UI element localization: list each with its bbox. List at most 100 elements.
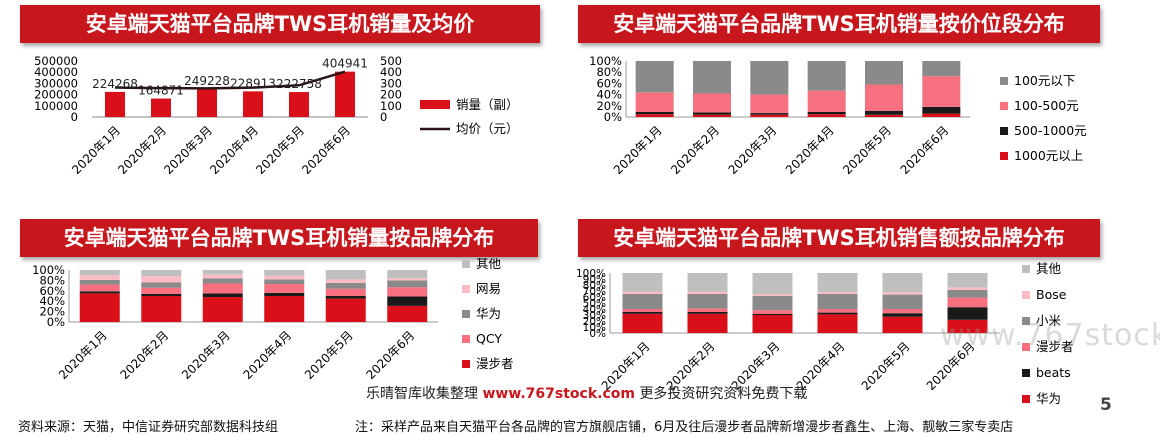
y-tick-label: 20% xyxy=(39,305,65,319)
x-tick-label: 2020年2月 xyxy=(117,328,171,382)
stack-segment xyxy=(693,93,731,113)
data-label: 164871 xyxy=(138,84,184,98)
legend-swatch xyxy=(1000,127,1008,135)
legend-label: 1000元以上 xyxy=(1014,148,1083,163)
stack-segment xyxy=(693,61,731,94)
watermark-bar: 乐晴智库收集整理 www.767stock.com 更多投资研究资料免费下载 xyxy=(366,383,807,403)
x-tick-label: 2020年2月 xyxy=(115,123,169,177)
legend-swatch xyxy=(1022,369,1030,377)
stack-segment xyxy=(922,61,961,77)
y-left-tick-label: 200000 xyxy=(34,88,78,102)
y-tick-label: 10% xyxy=(583,322,606,334)
stack-segment xyxy=(141,276,182,283)
watermark-url[interactable]: www.767stock.com xyxy=(482,386,635,402)
footer-source: 资料来源：天猫，中信证券研究部数据科技组 xyxy=(18,420,279,435)
stack-segment xyxy=(882,316,923,333)
y-right-tick-label: 300 xyxy=(380,76,402,90)
stack-segment xyxy=(947,289,988,298)
x-tick-label: 2020年5月 xyxy=(859,339,913,393)
legend-label: 华为 xyxy=(476,306,501,321)
stack-segment xyxy=(817,309,858,313)
stack-segment xyxy=(922,106,961,114)
bar xyxy=(151,98,171,117)
x-tick-label: 2020年5月 xyxy=(253,123,307,177)
stack-segment xyxy=(264,270,305,276)
x-tick-label: 2020年3月 xyxy=(161,123,215,177)
x-tick-label: 2020年1月 xyxy=(56,328,110,382)
chart3-brand-volume: 0%20%40%60%80%100%2020年1月 2020年2月 2020年3月 2… xyxy=(32,258,513,382)
stack-segment xyxy=(947,297,988,308)
stack-segment xyxy=(687,313,728,333)
stack-segment xyxy=(922,76,961,107)
stack-segment xyxy=(635,111,674,115)
stack-segment xyxy=(693,114,731,117)
bar xyxy=(197,89,217,117)
stack-segment xyxy=(687,312,728,314)
stack-segment xyxy=(752,295,793,311)
stack-segment xyxy=(202,297,243,322)
stack-segment xyxy=(882,294,923,309)
stack-segment xyxy=(817,314,858,333)
y-tick-label: 80% xyxy=(596,65,622,79)
stack-segment xyxy=(752,310,793,314)
bar xyxy=(335,71,355,117)
x-tick-label: 2020年6月 xyxy=(898,123,952,177)
legend-label: 华为 xyxy=(1036,391,1061,406)
stack-segment xyxy=(693,112,731,115)
bar xyxy=(243,91,263,117)
stack-segment xyxy=(750,113,789,115)
stack-segment xyxy=(752,294,793,296)
y-tick-label: 20% xyxy=(596,99,622,113)
y-tick-label: 70% xyxy=(583,286,606,298)
y-right-tick-label: 400 xyxy=(380,65,402,79)
stack-segment xyxy=(202,270,243,275)
legend-label: 其他 xyxy=(476,258,502,271)
legend-swatch xyxy=(1000,77,1008,85)
stack-segment xyxy=(202,274,243,279)
stack-segment xyxy=(807,90,846,112)
stack-segment xyxy=(622,294,663,309)
y-tick-label: 100% xyxy=(32,263,65,277)
x-tick-label: 2020年4月 xyxy=(240,328,294,382)
stack-segment xyxy=(387,278,428,281)
x-tick-label: 2020年2月 xyxy=(668,123,722,177)
stack-segment xyxy=(687,294,728,309)
stack-segment xyxy=(750,114,789,117)
stack-segment xyxy=(882,309,923,314)
chart4-brand-revenue: 0%10%20%30%40%50%60%70%80%90%100%2020年1月… xyxy=(576,261,1074,406)
stack-segment xyxy=(264,292,305,296)
watermark-prefix: 乐晴智库收集整理 xyxy=(366,386,478,402)
y-left-tick-label: 400000 xyxy=(34,65,78,79)
stack-segment xyxy=(752,313,793,315)
stack-segment xyxy=(79,293,120,322)
stack-segment xyxy=(202,283,243,294)
stack-segment xyxy=(264,279,305,285)
y-right-tick-label: 0 xyxy=(380,110,387,124)
stack-segment xyxy=(752,315,793,333)
data-label: 222758 xyxy=(276,77,322,91)
stack-segment xyxy=(865,110,903,115)
x-tick-label: 2020年1月 xyxy=(69,123,123,177)
y-left-tick-label: 100000 xyxy=(34,99,78,113)
stack-segment xyxy=(264,284,305,293)
legend-label: 100-500元 xyxy=(1014,98,1079,113)
stack-segment xyxy=(882,313,923,317)
x-tick-label: 2020年3月 xyxy=(179,328,233,382)
stack-segment xyxy=(264,296,305,322)
stack-segment xyxy=(752,273,793,294)
x-tick-label: 2020年6月 xyxy=(363,328,417,382)
stack-segment xyxy=(387,287,428,297)
stack-segment xyxy=(817,312,858,315)
y-tick-label: 40% xyxy=(583,304,606,316)
stack-segment xyxy=(865,61,903,85)
stack-segment xyxy=(79,270,120,276)
y-tick-label: 90% xyxy=(583,274,606,286)
stack-segment xyxy=(635,114,674,117)
legend-label: 小米 xyxy=(1036,313,1062,328)
chart4-title: 安卓端天猫平台品牌TWS耳机销售额按品牌分布 xyxy=(578,219,1100,257)
stack-segment xyxy=(79,284,120,292)
legend-swatch xyxy=(462,335,470,343)
stack-segment xyxy=(325,296,366,299)
x-tick-label: 2020年3月 xyxy=(726,123,780,177)
y-tick-label: 80% xyxy=(39,273,65,287)
